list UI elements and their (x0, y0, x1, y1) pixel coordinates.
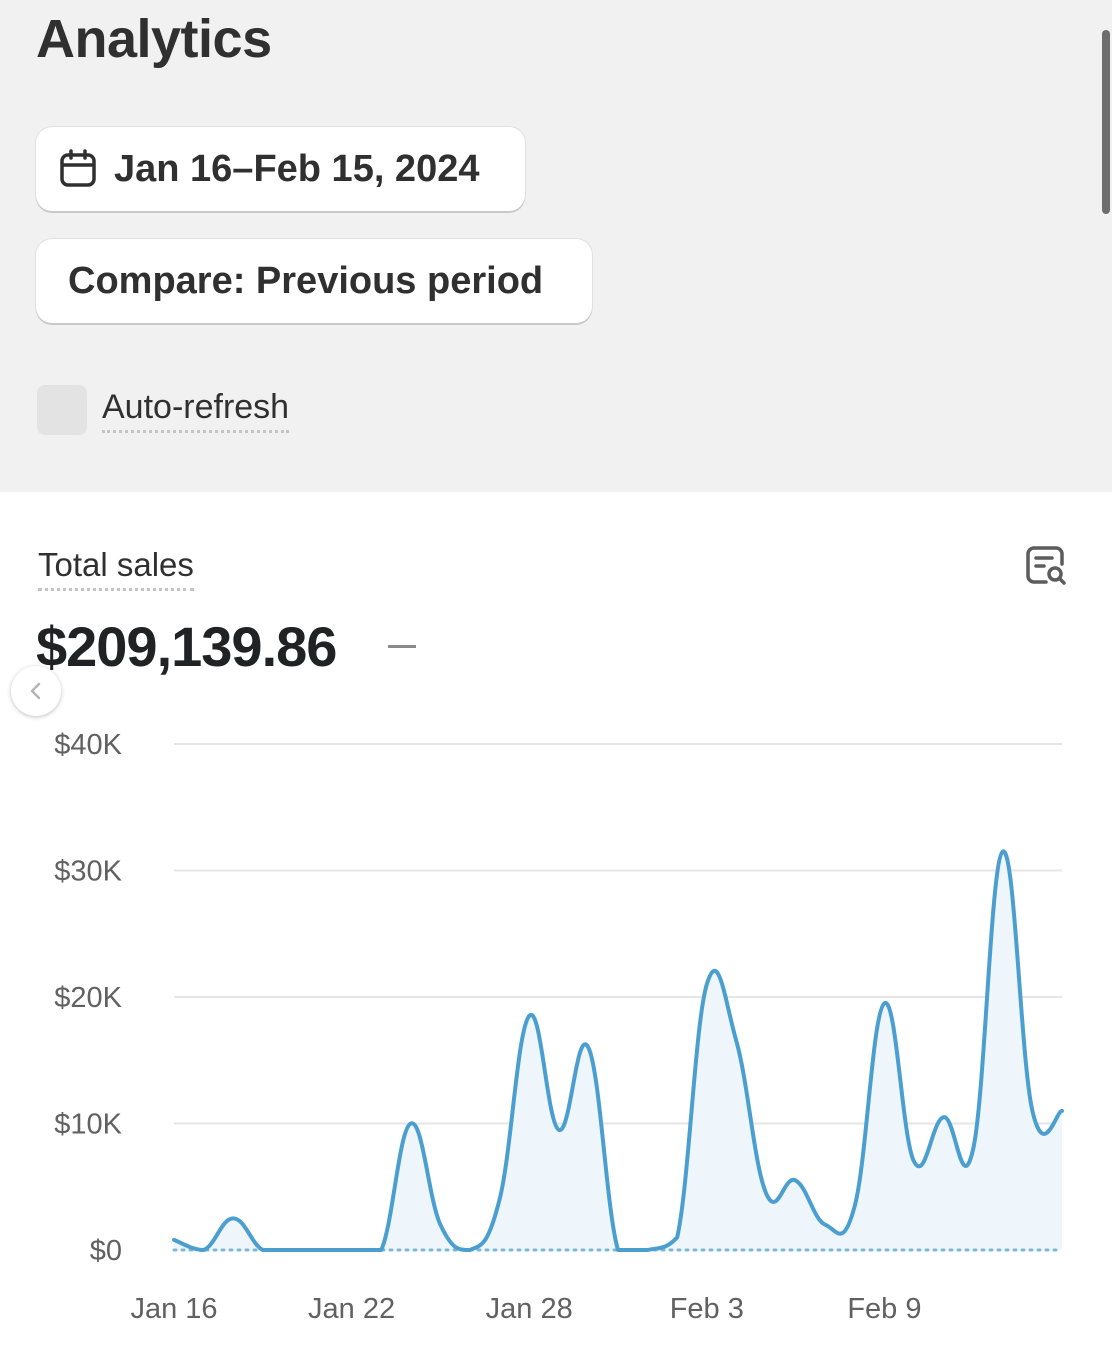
calendar-icon (60, 149, 96, 187)
x-tick-label: Jan 22 (308, 1293, 395, 1325)
total-sales-chart: $0 $10K $20K $30K $40K Jan 16 Jan 22 Jan 28 Feb… (54, 729, 1064, 1325)
metric-value: $209,139.86 (36, 615, 337, 678)
y-axis: $0 $10K $20K $30K $40K (54, 729, 122, 1267)
back-button[interactable] (11, 666, 61, 716)
sales-area-fill (174, 851, 1062, 1250)
y-tick-label: $10K (54, 1109, 122, 1141)
date-range-button[interactable]: Jan 16–Feb 15, 2024 (36, 127, 525, 211)
compare-button[interactable]: Compare: Previous period (36, 239, 592, 323)
chevron-left-icon (30, 682, 41, 700)
x-tick-label: Jan 28 (486, 1293, 573, 1325)
auto-refresh-checkbox[interactable] (37, 385, 87, 435)
y-tick-label: $0 (90, 1235, 122, 1267)
chart-explore-icon[interactable] (1024, 544, 1068, 588)
y-tick-label: $40K (54, 729, 122, 761)
sales-series-line (172, 849, 1064, 1252)
auto-refresh-label[interactable]: Auto-refresh (102, 388, 290, 433)
x-tick-label: Feb 9 (847, 1293, 921, 1325)
x-tick-label: Feb 3 (670, 1293, 744, 1325)
date-range-label: Jan 16–Feb 15, 2024 (114, 147, 480, 190)
header-panel: Analytics Jan 16–Feb 15, 2024 Compare: P… (0, 0, 1112, 492)
x-tick-label: Jan 16 (130, 1293, 217, 1325)
metric-label[interactable]: Total sales (38, 546, 194, 591)
metric-change-dash (388, 645, 416, 648)
chart-grid (174, 743, 1062, 1125)
compare-label: Compare: Previous period (68, 259, 544, 302)
x-axis: Jan 16 Jan 22 Jan 28 Feb 3 Feb 9 (130, 1293, 921, 1325)
y-tick-label: $30K (54, 856, 122, 888)
y-tick-label: $20K (54, 982, 122, 1014)
scrollbar-thumb[interactable] (1102, 30, 1110, 214)
page-title: Analytics (36, 9, 272, 69)
